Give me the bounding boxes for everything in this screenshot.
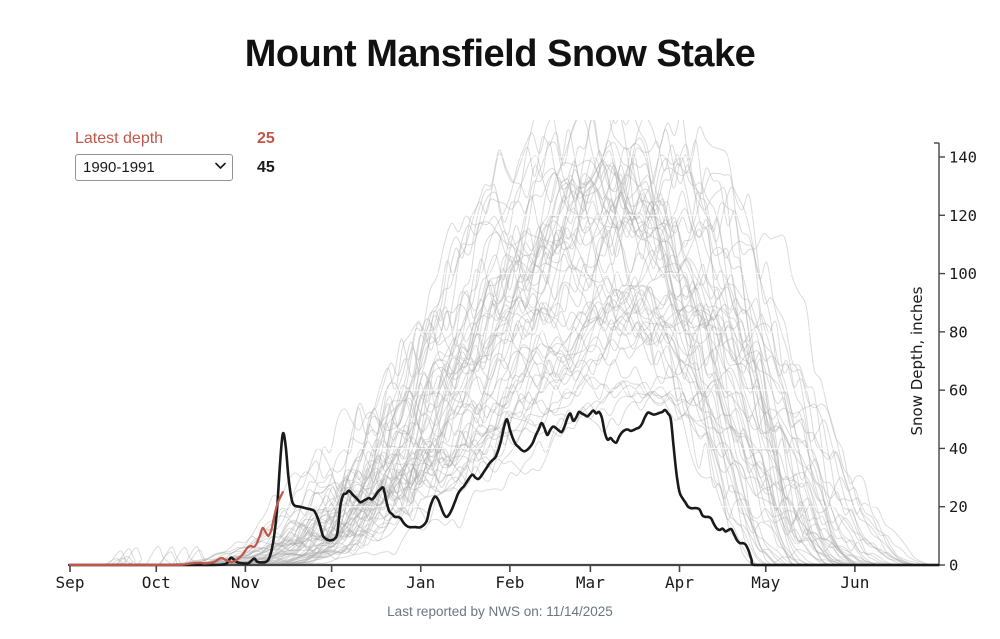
ensemble-line [202, 312, 933, 566]
ensemble-line [224, 126, 873, 566]
ensemble-line [232, 203, 768, 566]
y-axis-tick-label: 0 [949, 557, 958, 575]
y-axis-tick-label: 140 [949, 148, 977, 166]
ensemble-line [110, 320, 880, 566]
y-axis-tick-label: 60 [949, 382, 968, 400]
ensemble-line [198, 302, 890, 566]
latest-depth-value: 25 [257, 130, 275, 147]
y-axis-tick-label: 120 [949, 207, 977, 225]
page-title: Mount Mansfield Snow Stake [244, 33, 756, 76]
x-axis-tick-label: Dec [317, 573, 346, 592]
ensemble-line [181, 154, 857, 566]
ensemble-line [145, 282, 802, 566]
ensemble-line [159, 374, 934, 566]
ensemble-line [196, 228, 858, 566]
controls-panel: Latest depth 25 1990-1991 45 [75, 130, 275, 181]
y-axis-tick-label: 100 [949, 265, 977, 283]
ensemble-line [182, 172, 910, 566]
ensemble-line [115, 154, 839, 566]
x-axis-tick-label: Feb [495, 573, 524, 592]
season-select-wrap: 1990-1991 [75, 154, 233, 181]
ensemble-line [218, 277, 901, 566]
selected-season-line [68, 408, 940, 567]
ensemble-line [265, 379, 802, 566]
latest-depth-label: Latest depth [75, 130, 164, 147]
current-season-line [68, 491, 284, 567]
x-axis-tick-label: Sep [56, 573, 85, 592]
y-axis-tick-label: 40 [949, 440, 968, 458]
ensemble-line [158, 198, 758, 566]
ensemble-line [150, 190, 834, 566]
y-axis-title: Snow Depth, inches [908, 286, 926, 435]
ensemble-line [188, 382, 880, 566]
ensemble-line [177, 172, 857, 566]
ensemble-line [158, 109, 769, 566]
ensemble-line [261, 162, 791, 566]
ensemble-line [150, 160, 852, 566]
x-axis-tick-label: Jan [406, 573, 435, 592]
ensemble-line [272, 247, 846, 566]
ensemble-line [219, 289, 882, 566]
ensemble-line [275, 115, 904, 566]
snow-depth-chart: Sep Oct Nov Dec Jan Feb Mar Apr May Jun 0 20 40 60 80 1… [56, 59, 977, 592]
ensemble-line [172, 381, 790, 566]
x-axis-tick-label: Nov [231, 573, 260, 592]
season-select[interactable]: 1990-1991 [75, 154, 233, 181]
ensemble-line [216, 289, 828, 566]
ensemble-line [231, 213, 797, 566]
footer-status: Last reported by NWS on: 11/14/2025 [387, 604, 613, 619]
x-axis-tick-label: Oct [142, 573, 171, 592]
ensemble-line [116, 112, 862, 566]
ensemble-line [197, 359, 860, 566]
ensemble-line [233, 331, 907, 566]
ensemble-line [187, 140, 847, 566]
snow-chart-area: Sep Oct Nov Dec Jan Feb Mar Apr May Jun 0 20 40 60 80 1… [0, 59, 1000, 600]
ensemble-line [271, 207, 872, 566]
ensemble-line [180, 167, 851, 566]
ensemble-line [204, 80, 784, 566]
ensemble-line [108, 249, 861, 566]
ensemble-line [204, 150, 758, 566]
ensemble-line [220, 116, 886, 566]
x-axis-tick-label: Apr [665, 573, 694, 592]
ensemble-line [235, 312, 808, 566]
ensemble-line [184, 117, 761, 566]
ensemble-line [180, 204, 845, 566]
ensemble-line [242, 291, 848, 566]
ensemble-line [221, 146, 868, 566]
ensemble-line [265, 162, 796, 566]
ensemble-line [185, 220, 868, 566]
ensemble-line [231, 290, 800, 566]
y-axis-tick-label: 80 [949, 323, 968, 341]
x-axis-tick-label: Jun [840, 573, 869, 592]
x-axis-tick-label: Mar [576, 573, 605, 592]
ensemble-line [276, 284, 917, 566]
ensemble-line [168, 302, 772, 566]
ensemble-line [262, 115, 778, 566]
ensemble-line [123, 163, 913, 566]
ensemble-line [154, 375, 824, 566]
ensemble-line [104, 140, 829, 566]
y-axis-tick-label: 20 [949, 498, 968, 516]
x-axis-tick-label: May [751, 573, 780, 592]
ensemble-line [150, 184, 918, 566]
selected-season-depth: 45 [257, 158, 275, 176]
ensemble-line [167, 301, 934, 566]
ensemble-line [247, 286, 919, 566]
